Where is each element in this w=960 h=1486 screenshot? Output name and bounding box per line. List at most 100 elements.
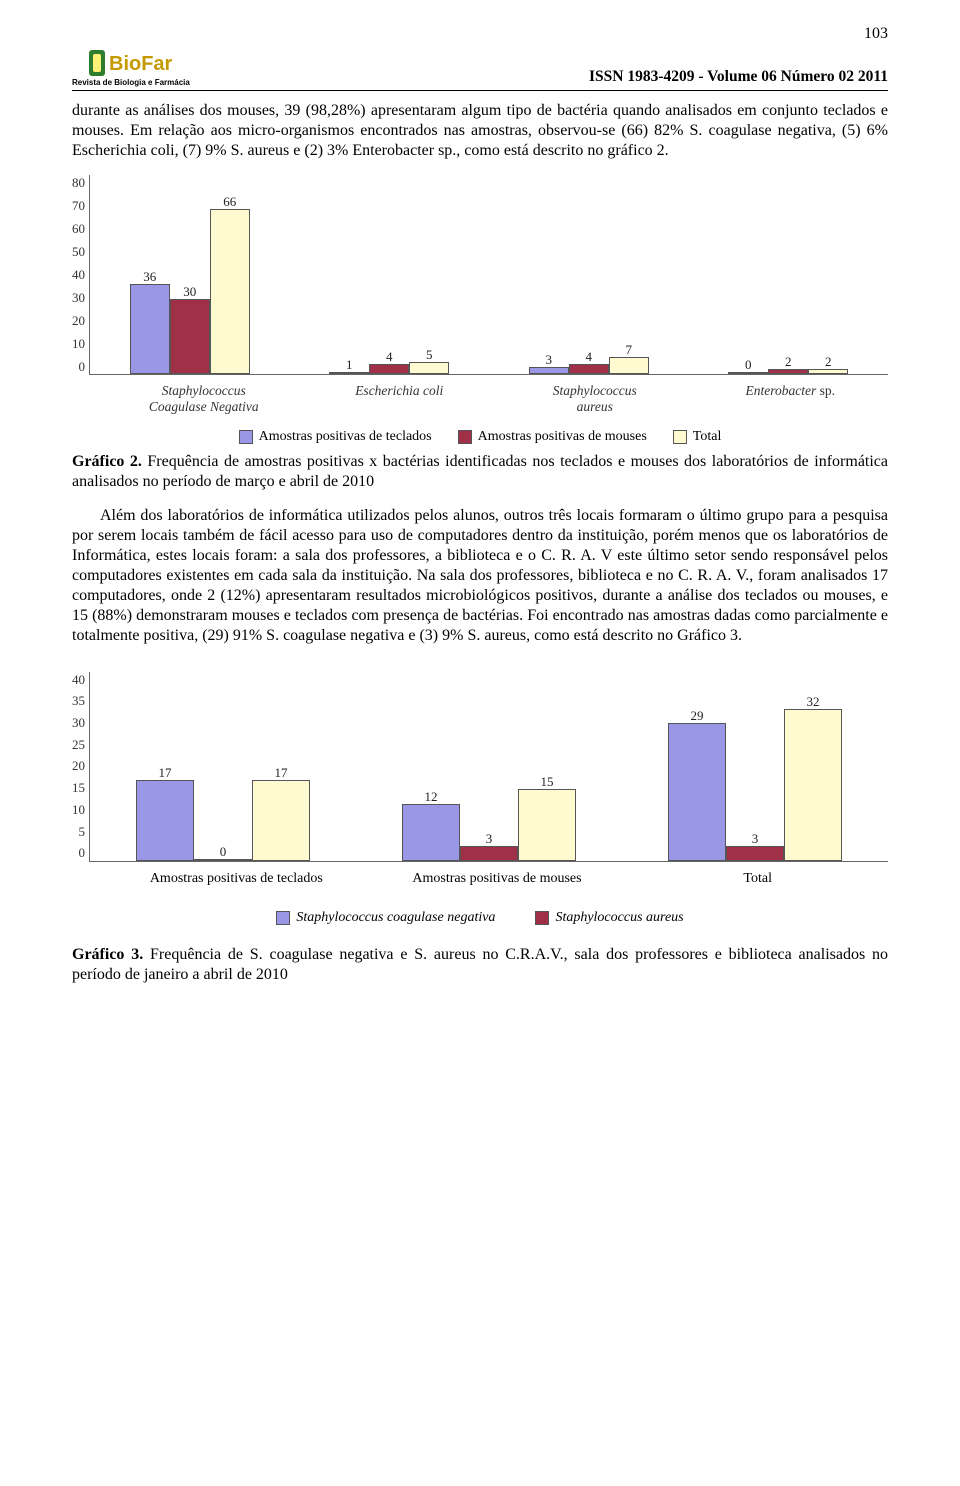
bar-value-label: 66	[223, 194, 236, 210]
logo-subtitle: Revista de Biologia e Farmácia	[72, 78, 190, 88]
bar-value-label: 32	[807, 694, 820, 710]
bar: 4	[369, 364, 409, 374]
bar-value-label: 0	[745, 357, 752, 373]
bar: 3	[726, 846, 784, 860]
y-tick: 50	[72, 244, 85, 260]
chart-1: 80706050403020100 363066145347022	[72, 175, 888, 375]
y-tick: 0	[79, 359, 86, 375]
chart-1-legend: Amostras positivas de teclados Amostras p…	[72, 428, 888, 446]
bar-value-label: 5	[426, 347, 433, 363]
bar: 1	[329, 372, 369, 375]
legend-swatch	[673, 430, 687, 444]
bar-cluster: 347	[489, 175, 689, 374]
bar: 32	[784, 709, 842, 861]
chart-2-x-labels: Amostras positivas de tecladosAmostras p…	[106, 866, 888, 888]
caption-2: Gráfico 3. Frequência de S. coagulase ne…	[72, 945, 888, 985]
bar-value-label: 17	[159, 765, 172, 781]
bar: 29	[668, 723, 726, 861]
bar-value-label: 15	[541, 774, 554, 790]
y-tick: 20	[72, 313, 85, 329]
y-tick: 30	[72, 715, 85, 731]
bar: 30	[170, 299, 210, 374]
bar-value-label: 17	[275, 765, 288, 781]
y-tick: 10	[72, 802, 85, 818]
chart-2-plot: 170171231529332	[89, 672, 888, 862]
bar-cluster: 145	[290, 175, 490, 374]
legend-item: Staphylococcus aureus	[535, 909, 683, 927]
caption-2-rest: Frequência de S. coagulase negativa e S.…	[72, 946, 888, 983]
bar: 66	[210, 209, 250, 374]
x-category-label: Escherichia coli	[302, 379, 498, 414]
chart-2-y-axis: 4035302520151050	[72, 672, 89, 862]
legend-swatch	[239, 430, 253, 444]
chart-2: 4035302520151050 170171231529332	[72, 672, 888, 862]
y-tick: 0	[79, 845, 86, 861]
x-category-label: Staphylococcusaureus	[497, 379, 693, 414]
y-tick: 20	[72, 758, 85, 774]
bar-value-label: 4	[586, 349, 593, 365]
bar: 12	[402, 804, 460, 861]
legend-label: Total	[693, 428, 722, 446]
y-tick: 80	[72, 175, 85, 191]
issn-line: ISSN 1983-4209 - Volume 06 Número 02 201…	[190, 67, 888, 88]
legend-item: Amostras positivas de teclados	[239, 428, 432, 446]
bar-value-label: 7	[626, 342, 633, 358]
bar-value-label: 29	[691, 708, 704, 724]
caption-1: Gráfico 2. Frequência de amostras positi…	[72, 452, 888, 492]
legend-item: Staphylococcus coagulase negativa	[276, 909, 495, 927]
bar-value-label: 12	[425, 789, 438, 805]
bar: 5	[409, 362, 449, 375]
bar-value-label: 2	[825, 354, 832, 370]
bar: 3	[460, 846, 518, 860]
logo: BioFar Revista de Biologia e Farmácia	[72, 46, 190, 88]
bar-cluster: 29332	[622, 672, 888, 861]
legend-item: Total	[673, 428, 722, 446]
biofar-logo-icon: BioFar	[89, 46, 173, 80]
bar: 15	[518, 789, 576, 860]
bar: 17	[136, 780, 194, 861]
x-category-label: Amostras positivas de teclados	[106, 870, 367, 888]
y-tick: 15	[72, 780, 85, 796]
page-number: 103	[72, 24, 888, 44]
legend-swatch	[276, 911, 290, 925]
bar-value-label: 30	[183, 284, 196, 300]
bar-value-label: 3	[546, 352, 553, 368]
svg-text:BioFar: BioFar	[109, 53, 173, 75]
legend-label: Staphylococcus coagulase negativa	[296, 909, 495, 927]
paragraph-2: Além dos laboratórios de informática uti…	[72, 506, 888, 646]
bar: 2	[808, 369, 848, 374]
y-tick: 5	[79, 824, 86, 840]
y-tick: 30	[72, 290, 85, 306]
bar-value-label: 3	[486, 831, 493, 847]
bar: 0	[728, 372, 768, 374]
chart-1-x-labels: StaphylococcusCoagulase NegativaEscheric…	[106, 379, 888, 414]
page-header: BioFar Revista de Biologia e Farmácia IS…	[72, 46, 888, 88]
y-tick: 70	[72, 198, 85, 214]
caption-1-bold: Gráfico 2.	[72, 453, 142, 470]
bar-value-label: 2	[785, 354, 792, 370]
bar-value-label: 3	[752, 831, 759, 847]
bar: 17	[252, 780, 310, 861]
bar-cluster: 363066	[90, 175, 290, 374]
bar-cluster: 12315	[356, 672, 622, 861]
y-tick: 25	[72, 737, 85, 753]
header-rule	[72, 90, 888, 91]
y-tick: 60	[72, 221, 85, 237]
caption-1-rest: Frequência de amostras positivas x bacté…	[72, 453, 888, 490]
x-category-label: Enterobacter sp.	[693, 379, 889, 414]
bar: 3	[529, 367, 569, 375]
bar-value-label: 0	[220, 844, 227, 860]
bar: 2	[768, 369, 808, 374]
chart-2-legend: Staphylococcus coagulase negativa Staphyl…	[72, 909, 888, 927]
chart-1-y-axis: 80706050403020100	[72, 175, 89, 375]
paragraph-1: durante as análises dos mouses, 39 (98,2…	[72, 101, 888, 161]
y-tick: 40	[72, 672, 85, 688]
legend-label: Amostras positivas de teclados	[259, 428, 432, 446]
bar: 4	[569, 364, 609, 374]
bar-value-label: 1	[346, 357, 353, 373]
chart-1-plot: 363066145347022	[89, 175, 888, 375]
bar-value-label: 4	[386, 349, 393, 365]
bar: 0	[194, 859, 252, 861]
legend-label: Amostras positivas de mouses	[478, 428, 647, 446]
y-tick: 40	[72, 267, 85, 283]
